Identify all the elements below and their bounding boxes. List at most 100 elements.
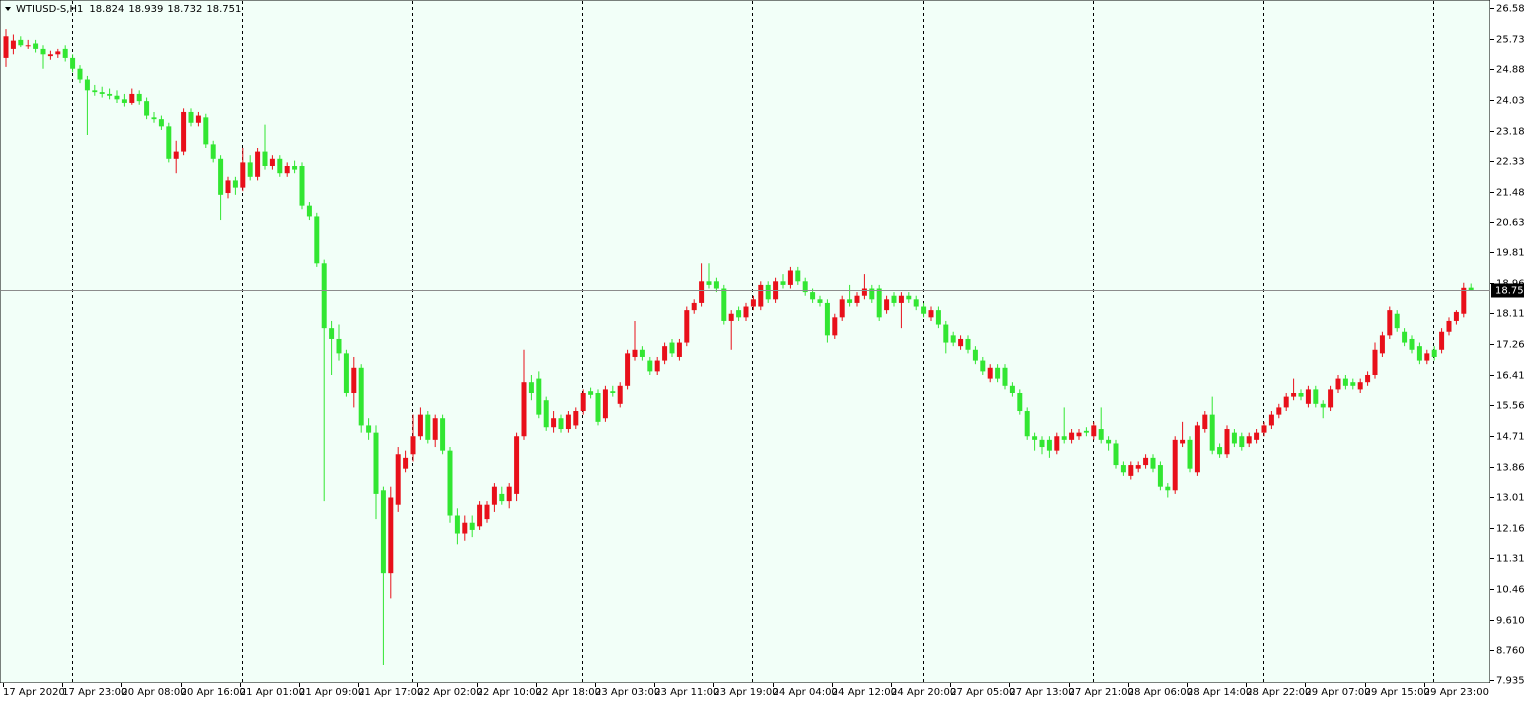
candle-body — [425, 414, 431, 440]
candle-body — [92, 90, 98, 93]
candle-body — [469, 522, 475, 530]
candle-body — [366, 425, 372, 433]
candle-body — [1061, 436, 1067, 440]
candle-body — [114, 95, 120, 100]
candle-body — [1202, 414, 1208, 430]
candle-body — [1424, 353, 1430, 361]
candle-body — [107, 93, 113, 96]
candle-body — [269, 158, 275, 167]
x-tick-label: 24 Apr 20:00 — [891, 687, 956, 698]
candle-body — [432, 418, 438, 440]
candle-body — [528, 382, 534, 394]
candle-body — [403, 457, 409, 469]
candle-body — [1372, 349, 1378, 375]
candle-body — [1320, 403, 1326, 408]
chart-header: WTIUSD-S,H1 18.824 18.939 18.732 18.751 — [16, 4, 241, 15]
candle-body — [669, 342, 675, 354]
candle-body — [1453, 311, 1459, 321]
candle-body — [277, 158, 283, 174]
x-tick-label: 21 Apr 01:00 — [240, 687, 305, 698]
y-tick-label: 16.410 — [1496, 371, 1524, 382]
y-tick-label: 17.260 — [1496, 340, 1524, 351]
candle-body — [1113, 443, 1119, 466]
menu-icon[interactable] — [5, 7, 11, 11]
candle-body — [662, 346, 668, 361]
candle-body — [639, 349, 645, 357]
candle-body — [736, 310, 742, 318]
y-tick-label: 10.460 — [1496, 585, 1524, 596]
candle-body — [654, 360, 660, 372]
x-tick-label: 23 Apr 19:00 — [713, 687, 778, 698]
candle-body — [129, 93, 135, 103]
candle-body — [1446, 320, 1452, 332]
candle-body — [62, 48, 68, 58]
candle-body — [314, 216, 320, 264]
candle-body — [832, 317, 838, 336]
candle-body — [1098, 429, 1104, 440]
candle-body — [210, 144, 216, 159]
candle-body — [1328, 389, 1334, 408]
candle-body — [610, 391, 616, 394]
candle-body — [817, 299, 823, 303]
candle-body — [647, 360, 653, 372]
y-tick-label: 23.185 — [1496, 127, 1524, 138]
candle-body — [1224, 429, 1230, 455]
candle-body — [388, 497, 394, 574]
open-value: 18.824 — [89, 4, 124, 15]
candle-body — [1150, 457, 1156, 469]
candle-body — [410, 436, 416, 455]
candle-body — [987, 367, 993, 379]
candle-body — [1039, 439, 1045, 448]
x-tick-label: 17 Apr 2020 — [3, 687, 65, 698]
candle-body — [713, 281, 719, 289]
price-axis — [1490, 0, 1524, 701]
candle-body — [1231, 432, 1237, 444]
candle-body — [580, 393, 586, 412]
candle-body — [1246, 436, 1252, 444]
candle-body — [765, 284, 771, 300]
candle-body — [1009, 385, 1015, 394]
candle-body — [558, 418, 564, 430]
y-tick-label: 26.585 — [1496, 4, 1524, 15]
x-tick-label: 22 Apr 02:00 — [417, 687, 482, 698]
candle-body — [3, 36, 9, 58]
candle-body — [1135, 465, 1141, 469]
x-tick-label: 27 Apr 05:00 — [950, 687, 1015, 698]
candle-body — [1298, 393, 1304, 397]
candle-body — [684, 310, 690, 343]
y-tick-label: 25.735 — [1496, 35, 1524, 46]
candle-body — [1313, 389, 1319, 404]
y-tick-label: 20.635 — [1496, 218, 1524, 229]
candle-body — [913, 299, 919, 307]
y-tick-label: 24.885 — [1496, 65, 1524, 76]
candle-body — [1217, 447, 1223, 455]
candle-body — [980, 360, 986, 372]
x-tick-label: 20 Apr 16:00 — [181, 687, 246, 698]
candle-body — [1461, 287, 1467, 314]
candle-body — [351, 367, 357, 394]
candle-body — [876, 288, 882, 318]
candle-body — [1194, 425, 1200, 473]
x-tick-label: 22 Apr 18:00 — [536, 687, 601, 698]
candle-body — [1054, 436, 1060, 451]
candle-body — [247, 162, 253, 177]
candle-body — [151, 117, 157, 120]
candle-body — [158, 119, 164, 127]
y-tick-label: 9.610 — [1496, 616, 1524, 627]
candle-body — [588, 391, 594, 395]
candle-body — [721, 288, 727, 321]
candle-body — [136, 93, 142, 102]
candle-body — [1046, 439, 1052, 451]
candle-body — [1024, 411, 1030, 437]
candle-body — [380, 490, 386, 574]
candle-body — [1357, 382, 1363, 390]
x-tick-label: 24 Apr 04:00 — [773, 687, 838, 698]
candle-body — [1335, 378, 1341, 390]
candle-body — [1076, 432, 1082, 437]
x-tick-label: 20 Apr 08:00 — [121, 687, 186, 698]
candle-body — [506, 486, 512, 502]
candle-body — [477, 504, 483, 527]
candle-body — [1350, 382, 1356, 386]
candle-body — [373, 432, 379, 494]
candle-body — [232, 180, 238, 188]
